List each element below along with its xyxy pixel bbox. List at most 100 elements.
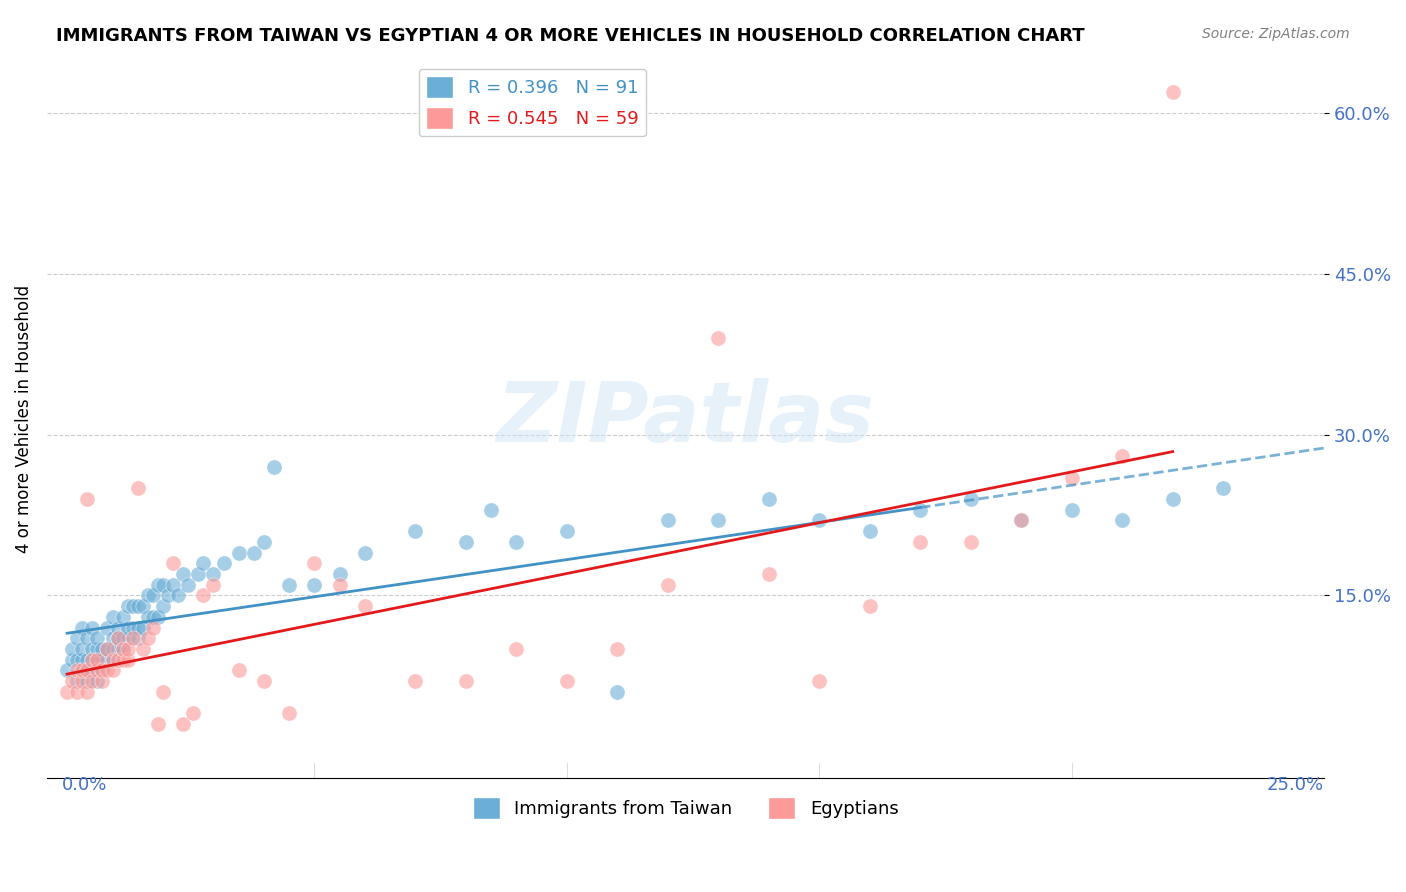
Immigrants from Taiwan (152, 599, 174, 613)
Immigrants from Taiwan (111, 632, 134, 646)
Immigrants from Taiwan (127, 599, 149, 613)
Egyptians (162, 556, 184, 570)
Immigrants from Taiwan (959, 491, 981, 506)
Immigrants from Taiwan (1010, 513, 1032, 527)
Egyptians (132, 642, 155, 657)
Immigrants from Taiwan (212, 556, 235, 570)
Immigrants from Taiwan (117, 621, 139, 635)
Egyptians (111, 653, 134, 667)
Immigrants from Taiwan (479, 502, 502, 516)
Immigrants from Taiwan (96, 621, 118, 635)
Text: IMMIGRANTS FROM TAIWAN VS EGYPTIAN 4 OR MORE VEHICLES IN HOUSEHOLD CORRELATION C: IMMIGRANTS FROM TAIWAN VS EGYPTIAN 4 OR … (56, 27, 1085, 45)
Immigrants from Taiwan (107, 621, 129, 635)
Egyptians (142, 621, 165, 635)
Immigrants from Taiwan (70, 642, 93, 657)
Egyptians (454, 674, 477, 689)
Egyptians (228, 664, 250, 678)
Immigrants from Taiwan (101, 610, 124, 624)
Egyptians (329, 577, 352, 591)
Immigrants from Taiwan (86, 653, 108, 667)
Egyptians (117, 642, 139, 657)
Immigrants from Taiwan (136, 610, 159, 624)
Egyptians (136, 632, 159, 646)
Immigrants from Taiwan (228, 545, 250, 559)
Immigrants from Taiwan (60, 653, 83, 667)
Immigrants from Taiwan (127, 621, 149, 635)
Egyptians (859, 599, 882, 613)
Immigrants from Taiwan (152, 577, 174, 591)
Immigrants from Taiwan (354, 545, 377, 559)
Immigrants from Taiwan (91, 642, 114, 657)
Immigrants from Taiwan (187, 566, 209, 581)
Immigrants from Taiwan (146, 577, 169, 591)
Egyptians (107, 632, 129, 646)
Egyptians (253, 674, 276, 689)
Immigrants from Taiwan (758, 491, 780, 506)
Immigrants from Taiwan (101, 642, 124, 657)
Egyptians (1161, 85, 1184, 99)
Egyptians (404, 674, 426, 689)
Immigrants from Taiwan (82, 653, 104, 667)
Immigrants from Taiwan (253, 534, 276, 549)
Immigrants from Taiwan (304, 577, 326, 591)
Immigrants from Taiwan (70, 653, 93, 667)
Egyptians (66, 664, 89, 678)
Immigrants from Taiwan (193, 556, 215, 570)
Immigrants from Taiwan (132, 599, 155, 613)
Egyptians (1010, 513, 1032, 527)
Egyptians (117, 653, 139, 667)
Immigrants from Taiwan (1212, 481, 1234, 495)
Immigrants from Taiwan (202, 566, 225, 581)
Text: ZIPatlas: ZIPatlas (496, 378, 875, 459)
Immigrants from Taiwan (657, 513, 679, 527)
Immigrants from Taiwan (132, 621, 155, 635)
Egyptians (60, 674, 83, 689)
Immigrants from Taiwan (96, 653, 118, 667)
Immigrants from Taiwan (1111, 513, 1133, 527)
Egyptians (959, 534, 981, 549)
Egyptians (76, 491, 98, 506)
Immigrants from Taiwan (117, 632, 139, 646)
Egyptians (152, 685, 174, 699)
Egyptians (86, 653, 108, 667)
Egyptians (910, 534, 932, 549)
Immigrants from Taiwan (121, 599, 143, 613)
Egyptians (1111, 449, 1133, 463)
Egyptians (606, 642, 628, 657)
Text: 25.0%: 25.0% (1267, 776, 1324, 795)
Immigrants from Taiwan (56, 664, 79, 678)
Immigrants from Taiwan (66, 653, 89, 667)
Immigrants from Taiwan (404, 524, 426, 538)
Immigrants from Taiwan (82, 642, 104, 657)
Immigrants from Taiwan (329, 566, 352, 581)
Egyptians (354, 599, 377, 613)
Egyptians (657, 577, 679, 591)
Egyptians (91, 664, 114, 678)
Text: 0.0%: 0.0% (62, 776, 107, 795)
Egyptians (96, 664, 118, 678)
Immigrants from Taiwan (86, 632, 108, 646)
Egyptians (66, 685, 89, 699)
Immigrants from Taiwan (263, 459, 285, 474)
Immigrants from Taiwan (121, 621, 143, 635)
Y-axis label: 4 or more Vehicles in Household: 4 or more Vehicles in Household (15, 285, 32, 553)
Egyptians (181, 706, 204, 721)
Immigrants from Taiwan (86, 642, 108, 657)
Immigrants from Taiwan (76, 674, 98, 689)
Text: Source: ZipAtlas.com: Source: ZipAtlas.com (1202, 27, 1350, 41)
Immigrants from Taiwan (91, 664, 114, 678)
Immigrants from Taiwan (454, 534, 477, 549)
Egyptians (193, 588, 215, 602)
Immigrants from Taiwan (111, 610, 134, 624)
Immigrants from Taiwan (107, 632, 129, 646)
Immigrants from Taiwan (142, 588, 165, 602)
Egyptians (70, 664, 93, 678)
Immigrants from Taiwan (96, 642, 118, 657)
Immigrants from Taiwan (859, 524, 882, 538)
Immigrants from Taiwan (82, 621, 104, 635)
Egyptians (505, 642, 527, 657)
Immigrants from Taiwan (70, 621, 93, 635)
Egyptians (808, 674, 831, 689)
Immigrants from Taiwan (555, 524, 578, 538)
Immigrants from Taiwan (60, 642, 83, 657)
